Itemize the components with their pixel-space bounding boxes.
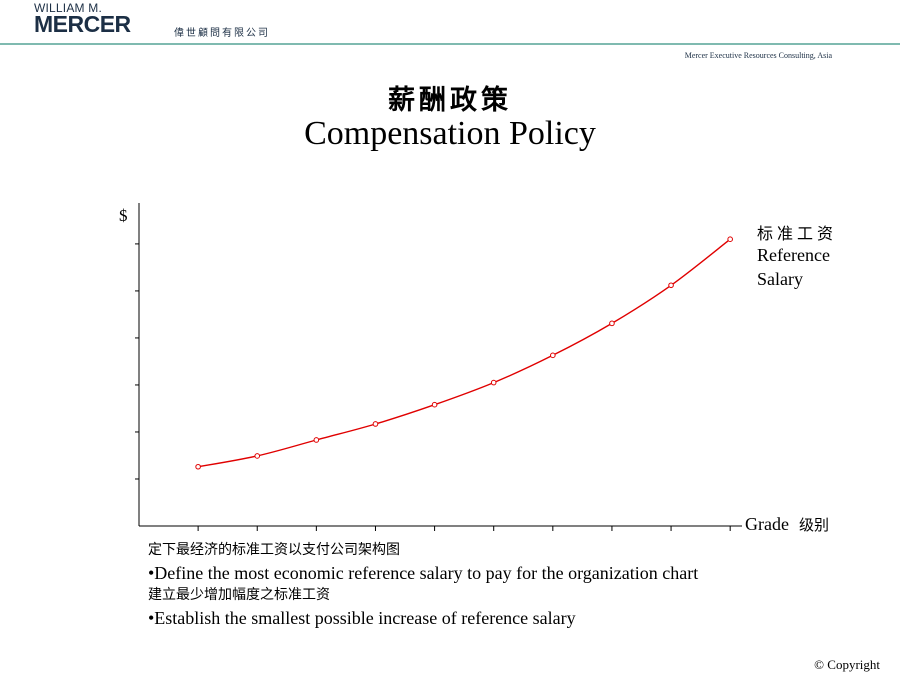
data-point-5 xyxy=(431,401,438,408)
note-1-english: •Define the most economic reference sala… xyxy=(148,563,699,583)
data-point-1 xyxy=(195,463,201,470)
series-label-line3: Salary xyxy=(757,269,803,289)
logo-top-text: WILLIAM M. xyxy=(34,1,103,15)
logo-chinese-name: 偉世顧問有限公司 xyxy=(174,28,270,39)
y-axis-label: $ xyxy=(119,206,128,225)
x-axis-label-cn: 级别 xyxy=(799,516,829,534)
header-tagline: Mercer Executive Resources Consulting, A… xyxy=(684,51,832,60)
data-point-4 xyxy=(372,421,379,427)
x-axis-label-en: Grade xyxy=(745,514,789,534)
header-divider xyxy=(0,43,900,45)
copyright-notice: © Copyright xyxy=(814,657,880,672)
series-label-cn: 标准工资 xyxy=(757,224,837,243)
data-point-7 xyxy=(550,352,556,359)
mercer-logo: WILLIAM M. MERCER xyxy=(34,2,131,36)
notes-list: 定下最经济的标准工资以支付公司架构图 •Define the most econ… xyxy=(148,543,698,633)
slide-title-english: Compensation Policy xyxy=(304,115,596,152)
series-label: 标准工资 Reference Salary xyxy=(757,223,842,289)
logo-main-text: MERCER xyxy=(34,11,131,37)
chart-axes xyxy=(135,203,742,531)
note-2-chinese: 建立最少增加幅度之标准工资 xyxy=(148,587,330,603)
data-points xyxy=(195,236,733,470)
note-1-chinese: 定下最经济的标准工资以支付公司架构图 xyxy=(148,542,400,558)
slide-title-chinese: 薪酬政策 xyxy=(388,85,512,116)
x-axis-label: Grade 级别 xyxy=(745,514,829,534)
data-point-2 xyxy=(254,453,261,459)
data-point-3 xyxy=(313,437,320,443)
data-point-10 xyxy=(727,236,733,243)
data-point-6 xyxy=(490,379,497,386)
reference-salary-line xyxy=(197,238,731,468)
note-2-english: •Establish the smallest possible increas… xyxy=(148,608,576,628)
series-label-line2: Reference xyxy=(757,245,830,265)
data-point-9 xyxy=(668,282,674,289)
data-point-8 xyxy=(609,320,615,327)
